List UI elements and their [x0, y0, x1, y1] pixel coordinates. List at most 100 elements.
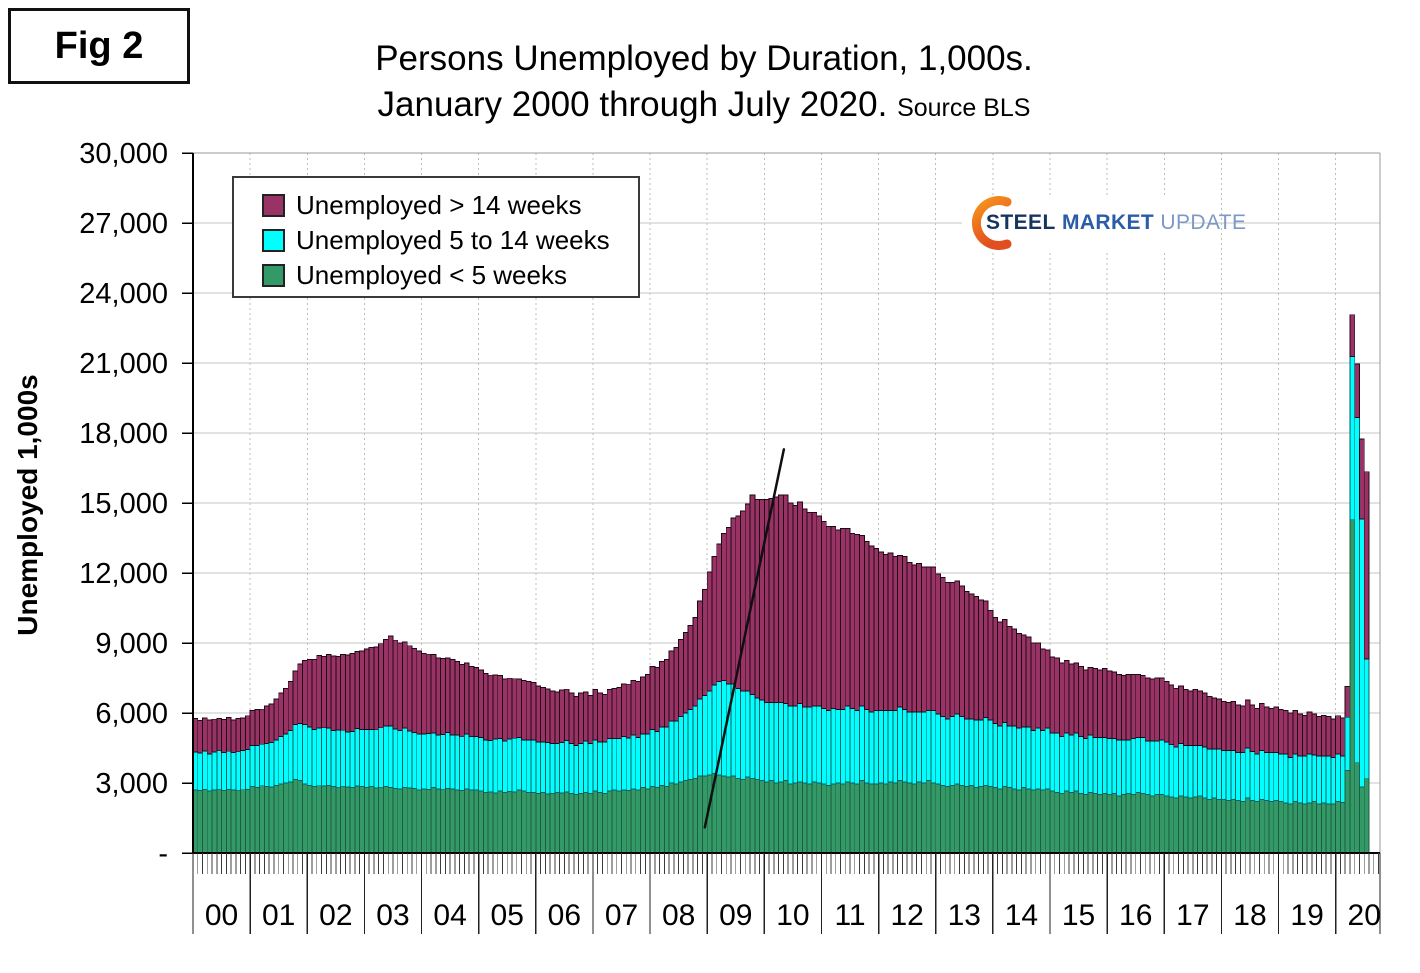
bar-segment — [273, 784, 280, 854]
bar-segment — [1349, 314, 1356, 357]
bar-segment — [1273, 706, 1279, 754]
bar-segment — [259, 785, 265, 854]
bar-segment — [778, 781, 784, 854]
bar-segment — [678, 639, 684, 717]
bar-segment — [697, 775, 703, 854]
bar-segment — [1197, 745, 1203, 797]
x-year-label: 01 — [262, 899, 295, 932]
bar-segment — [1092, 793, 1099, 854]
bar-segment — [825, 784, 832, 854]
x-year-label: 11 — [834, 899, 865, 932]
bar-segment — [378, 727, 384, 788]
bar-segment — [963, 591, 970, 720]
bar-segment — [1087, 734, 1094, 793]
bar-segment — [1111, 738, 1118, 794]
bar-segment — [711, 684, 718, 775]
bar-segment — [1111, 793, 1118, 854]
bar-segment — [1273, 800, 1279, 854]
bar-segment — [1054, 791, 1060, 854]
bar-segment — [344, 731, 351, 788]
bar-segment — [1149, 678, 1156, 742]
bar-segment — [1025, 636, 1032, 728]
bar-segment — [1282, 802, 1289, 854]
bar-segment — [682, 780, 689, 854]
bar-segment — [244, 715, 251, 751]
bar-segment — [635, 681, 641, 738]
bar-segment — [454, 661, 461, 736]
bar-segment — [1101, 737, 1108, 794]
bar-segment — [878, 551, 884, 712]
bar-segment — [635, 789, 641, 854]
bar-segment — [892, 556, 899, 712]
bar-segment — [911, 564, 918, 713]
legend-item: Unemployed < 5 weeks — [262, 258, 638, 292]
bar-segment — [397, 788, 403, 854]
bar-segment — [1163, 681, 1170, 743]
bar-segment — [525, 681, 532, 741]
bar-segment — [292, 724, 299, 780]
bar-segment — [416, 650, 422, 735]
bar-segment — [1068, 663, 1075, 736]
bar-segment — [421, 653, 427, 735]
bar-segment — [1097, 737, 1103, 796]
bar-segment — [335, 786, 342, 854]
bar-segment — [863, 541, 870, 710]
bar-segment — [344, 654, 351, 733]
y-tick-label: 6,000 — [95, 698, 168, 730]
bar-segment — [430, 732, 437, 789]
bar-segment — [868, 711, 875, 785]
bar-segment — [992, 787, 999, 854]
bar-segment — [1230, 700, 1237, 751]
bar-segment — [825, 525, 832, 712]
bar-segment — [649, 786, 656, 854]
x-year-label: 10 — [776, 899, 809, 932]
bar-segment — [849, 707, 856, 784]
bar-segment — [259, 708, 265, 745]
bar-segment — [330, 655, 337, 731]
bar-segment — [625, 737, 632, 791]
bar-segment — [482, 672, 489, 741]
bar-segment — [982, 784, 989, 854]
bar-segment — [906, 562, 913, 713]
bar-segment — [859, 705, 865, 782]
bar-segment — [202, 717, 208, 752]
bar-segment — [306, 726, 313, 786]
bar-segment — [1054, 732, 1060, 793]
bar-segment — [382, 786, 389, 854]
bar-segment — [392, 639, 399, 730]
bar-segment — [544, 742, 551, 795]
bar-segment — [730, 517, 737, 685]
bar-segment — [249, 745, 256, 787]
bar-segment — [530, 682, 537, 741]
bar-segment — [440, 734, 446, 790]
bar-segment — [725, 527, 732, 685]
bar-segment — [1016, 633, 1022, 729]
bar-segment — [1073, 662, 1080, 734]
bar-segment — [1178, 685, 1184, 744]
bar-segment — [297, 723, 303, 782]
bar-segment — [1087, 667, 1094, 736]
bar-segment — [797, 703, 803, 783]
bar-segment — [1025, 726, 1032, 790]
bar-segment — [1040, 730, 1046, 791]
bar-segment — [606, 790, 613, 854]
bar-segment — [397, 642, 403, 731]
bar-segment — [502, 791, 508, 854]
bar-segment — [744, 776, 751, 854]
bar-segment — [411, 648, 418, 734]
bar-segment — [302, 660, 308, 726]
bar-segment — [521, 679, 527, 741]
bar-segment — [878, 782, 884, 854]
bar-segment — [321, 727, 327, 787]
x-year-label: 14 — [1005, 899, 1038, 932]
bar-segment — [225, 716, 232, 752]
bar-segment — [854, 783, 861, 854]
bar-segment — [568, 793, 575, 854]
bar-segment — [1097, 669, 1103, 738]
bar-segment — [1287, 756, 1294, 805]
bar-segment — [701, 695, 708, 777]
bar-segment — [463, 733, 470, 790]
bar-segment — [221, 790, 227, 854]
bar-segment — [273, 739, 280, 786]
bar-segment — [1163, 741, 1170, 797]
